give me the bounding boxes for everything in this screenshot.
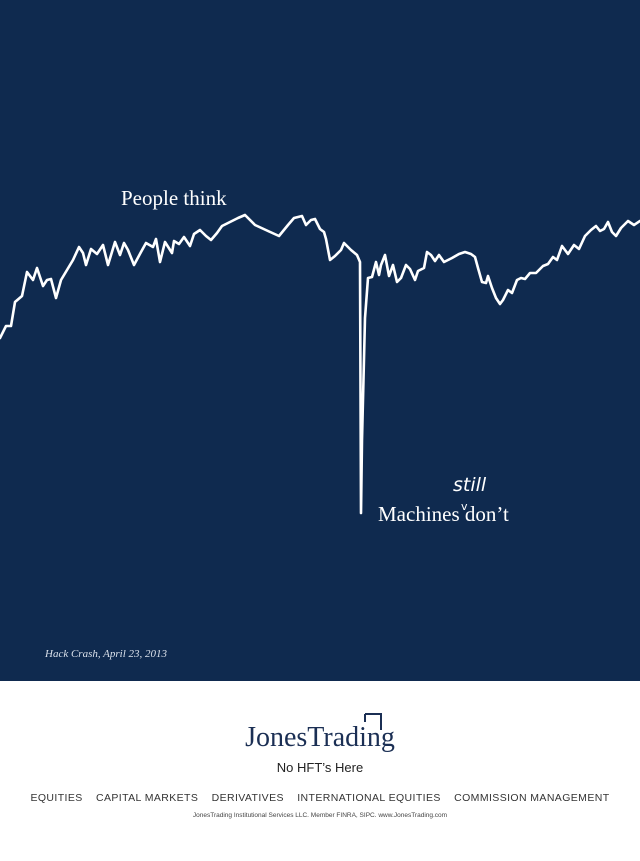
brand-name: JonesTrading <box>245 722 395 753</box>
event-caption: Hack Crash, April 23, 2013 <box>45 648 168 660</box>
artwork-panel <box>0 0 640 681</box>
service-capital-markets: CAPITAL MARKETS <box>96 792 199 804</box>
legal-line: JonesTrading Institutional Services LLC.… <box>192 812 448 819</box>
services-list: EQUITIES CAPITAL MARKETS DERIVATIVES INT… <box>0 792 640 804</box>
tagline: No HFT’s Here <box>276 760 364 775</box>
footer-panel <box>0 681 640 861</box>
machines-word: Machines <box>378 502 460 526</box>
handwritten-still: still <box>453 474 487 496</box>
market-line-graphic <box>0 213 640 515</box>
service-international-equities: INTERNATIONAL EQUITIES <box>297 792 441 804</box>
brand-logo: JonesTrading <box>0 722 640 754</box>
service-equities: EQUITIES <box>30 792 83 804</box>
service-derivatives: DERIVATIVES <box>211 792 284 804</box>
dont-word: don’t <box>464 502 509 526</box>
headline-people-think: People think <box>121 186 227 210</box>
headline-machines-dont: Machines don’t <box>378 502 509 527</box>
insertion-caret: v <box>461 500 468 513</box>
corner-square-icon <box>364 713 382 730</box>
service-commission-management: COMMISSION MANAGEMENT <box>454 792 610 804</box>
